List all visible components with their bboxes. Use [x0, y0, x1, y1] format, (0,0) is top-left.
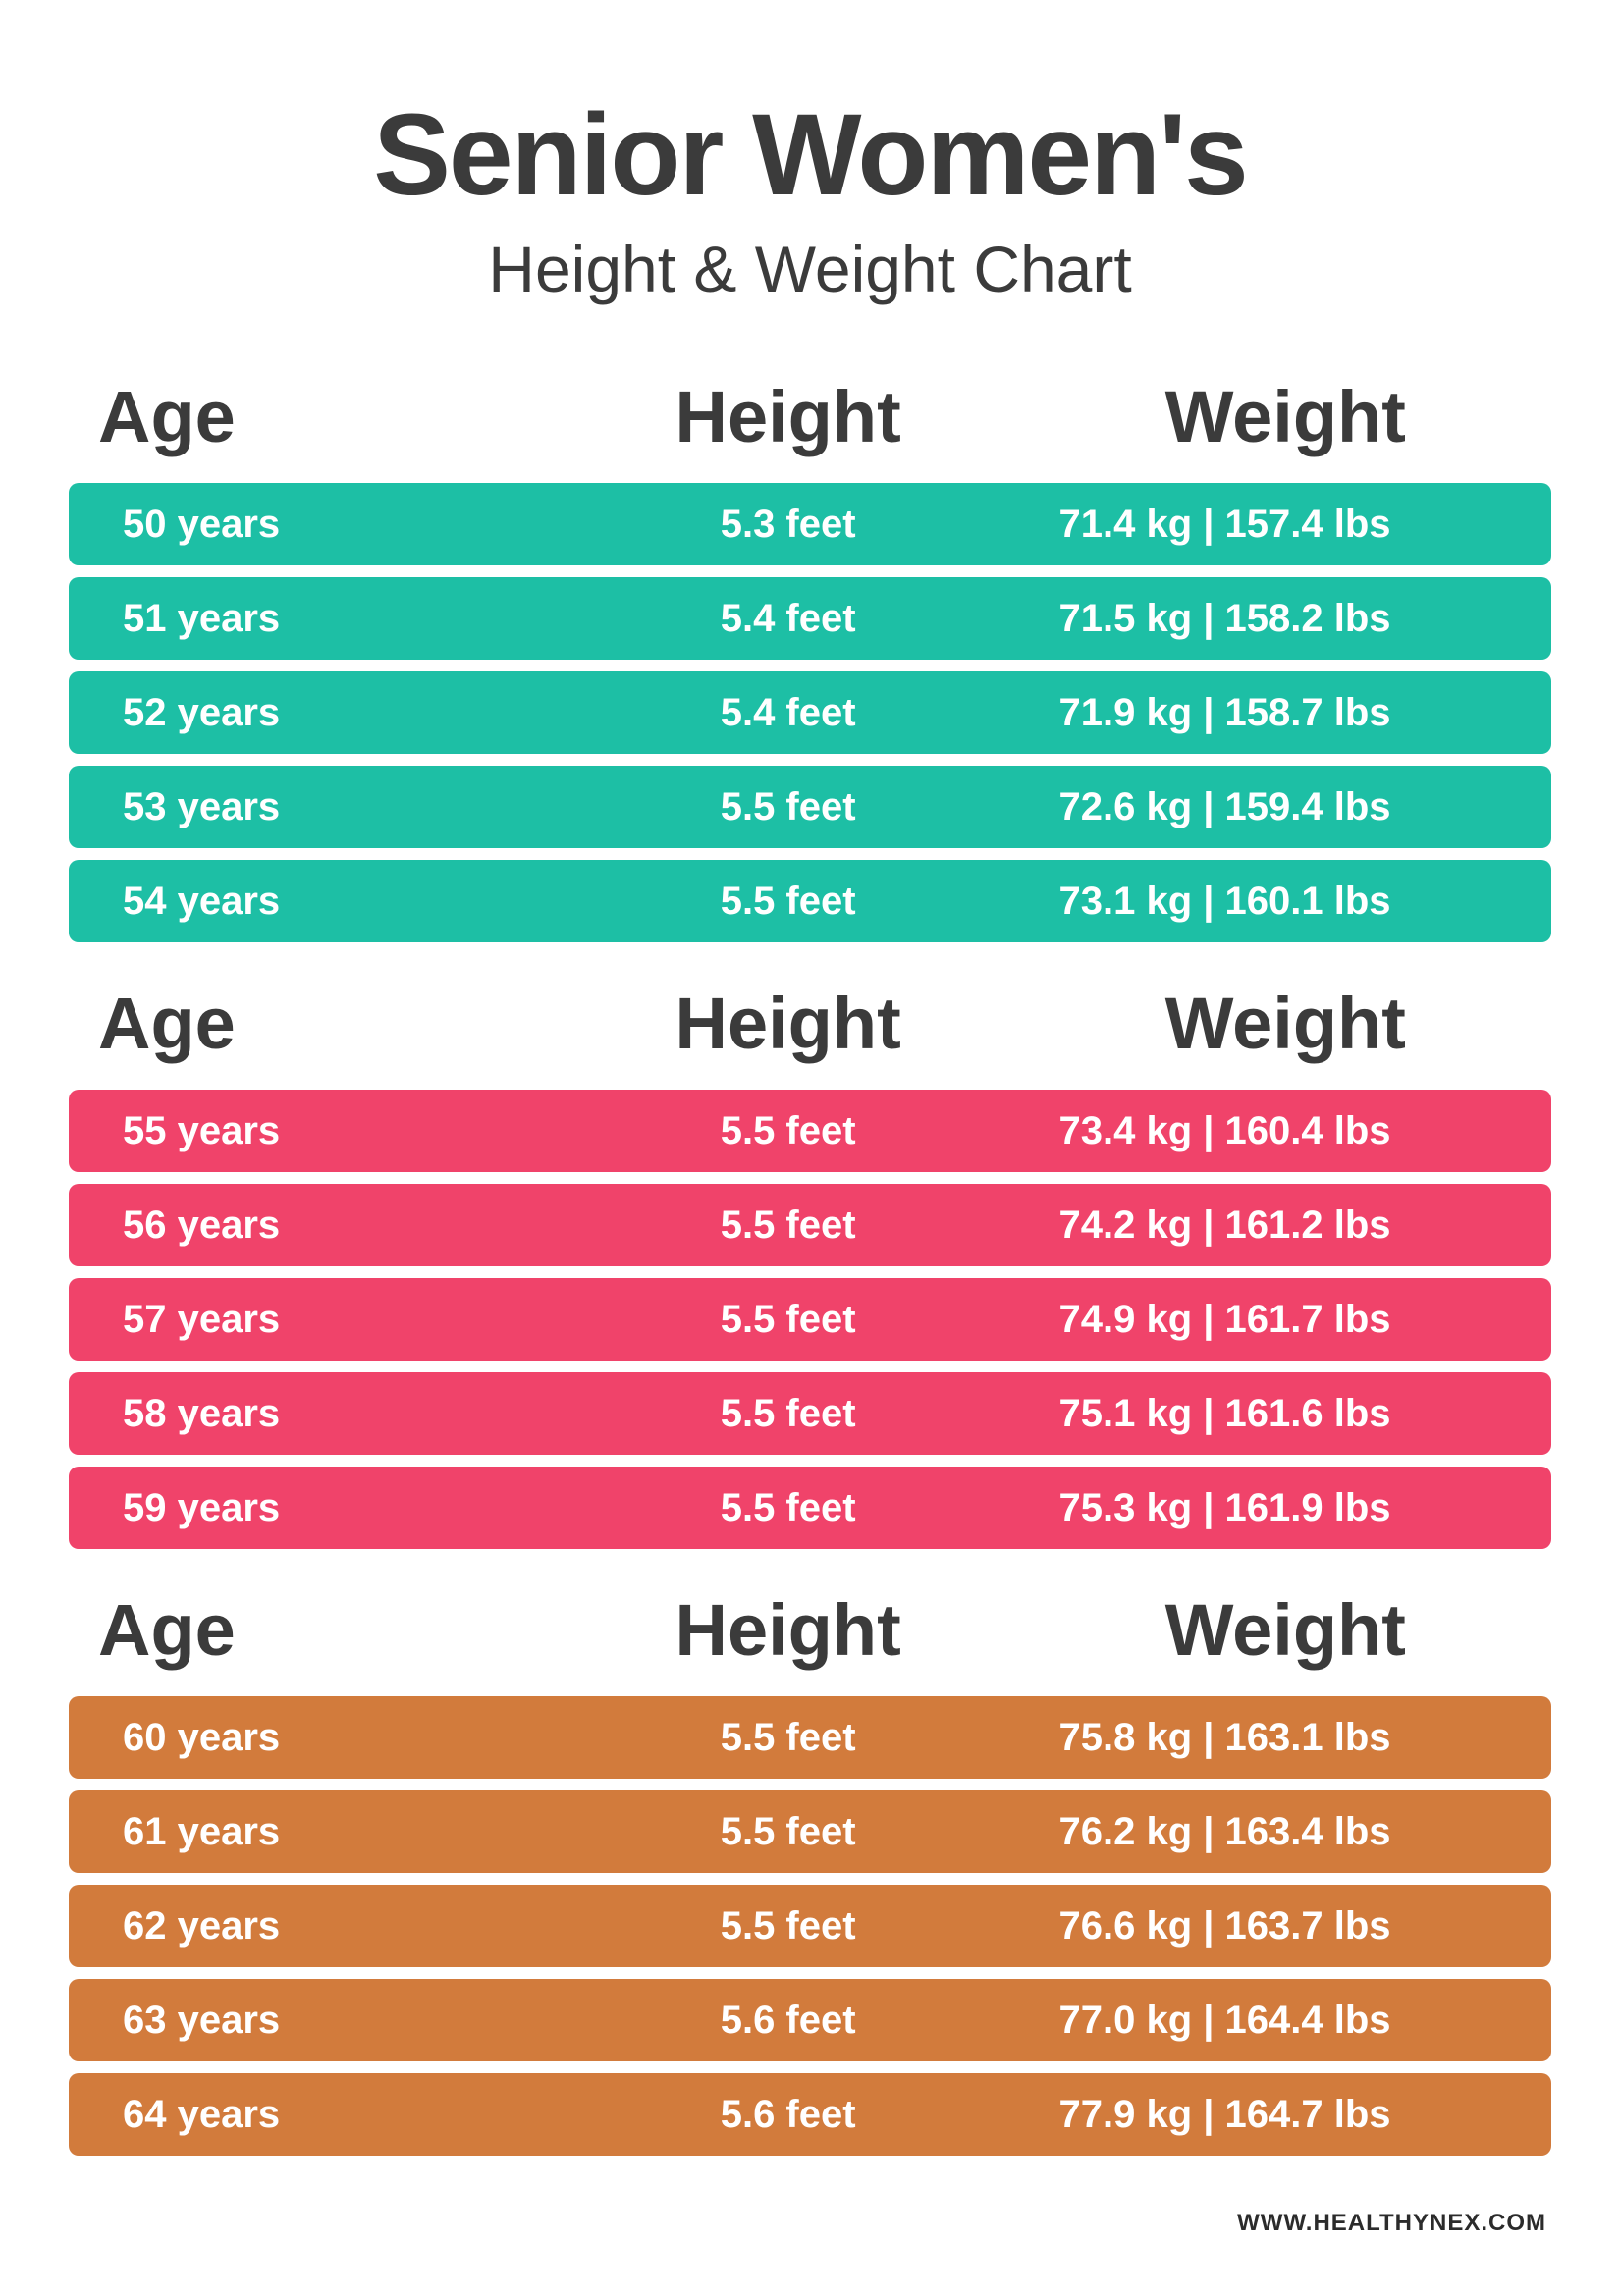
cell-height: 5.5 feet — [547, 1810, 1030, 1854]
cell-height: 5.5 feet — [547, 1716, 1030, 1760]
table-row: 57 years5.5 feet74.9 kg | 161.7 lbs — [69, 1278, 1551, 1361]
cell-weight: 71.4 kg | 157.4 lbs — [1029, 503, 1541, 547]
table-row: 59 years5.5 feet75.3 kg | 161.9 lbs — [69, 1467, 1551, 1549]
table-row: 56 years5.5 feet74.2 kg | 161.2 lbs — [69, 1184, 1551, 1266]
table-row: 64 years5.6 feet77.9 kg | 164.7 lbs — [69, 2073, 1551, 2156]
cell-age: 58 years — [79, 1392, 547, 1436]
cell-age: 60 years — [79, 1716, 547, 1760]
table-row: 55 years5.5 feet73.4 kg | 160.4 lbs — [69, 1090, 1551, 1172]
column-header-age: Age — [79, 1588, 547, 1672]
table-row: 54 years5.5 feet73.1 kg | 160.1 lbs — [69, 860, 1551, 942]
title-sub: Height & Weight Chart — [69, 232, 1551, 306]
cell-height: 5.5 feet — [547, 1298, 1030, 1342]
cell-weight: 73.4 kg | 160.4 lbs — [1029, 1109, 1541, 1153]
table-row: 62 years5.5 feet76.6 kg | 163.7 lbs — [69, 1885, 1551, 1967]
cell-height: 5.4 feet — [547, 691, 1030, 735]
column-header-height: Height — [547, 982, 1030, 1065]
cell-age: 55 years — [79, 1109, 547, 1153]
cell-age: 64 years — [79, 2093, 547, 2137]
title-main: Senior Women's — [69, 88, 1551, 222]
table-section: AgeHeightWeight60 years5.5 feet75.8 kg |… — [69, 1588, 1551, 2156]
column-header-age: Age — [79, 375, 547, 458]
cell-age: 53 years — [79, 785, 547, 829]
column-headers: AgeHeightWeight — [69, 375, 1551, 458]
table-row: 52 years5.4 feet71.9 kg | 158.7 lbs — [69, 671, 1551, 754]
cell-age: 57 years — [79, 1298, 547, 1342]
table-row: 50 years5.3 feet71.4 kg | 157.4 lbs — [69, 483, 1551, 565]
cell-weight: 77.0 kg | 164.4 lbs — [1029, 1999, 1541, 2043]
cell-height: 5.4 feet — [547, 597, 1030, 641]
cell-weight: 75.8 kg | 163.1 lbs — [1029, 1716, 1541, 1760]
cell-weight: 75.1 kg | 161.6 lbs — [1029, 1392, 1541, 1436]
table-section: AgeHeightWeight55 years5.5 feet73.4 kg |… — [69, 982, 1551, 1549]
cell-age: 59 years — [79, 1486, 547, 1530]
cell-weight: 74.9 kg | 161.7 lbs — [1029, 1298, 1541, 1342]
column-header-weight: Weight — [1029, 375, 1541, 458]
footer-source: WWW.HEALTHYNEX.COM — [1237, 2210, 1546, 2237]
cell-age: 63 years — [79, 1999, 547, 2043]
cell-age: 51 years — [79, 597, 547, 641]
cell-age: 62 years — [79, 1904, 547, 1949]
column-header-height: Height — [547, 375, 1030, 458]
cell-height: 5.5 feet — [547, 1109, 1030, 1153]
cell-height: 5.5 feet — [547, 1203, 1030, 1248]
cell-height: 5.5 feet — [547, 1392, 1030, 1436]
cell-age: 50 years — [79, 503, 547, 547]
cell-age: 54 years — [79, 880, 547, 924]
cell-weight: 73.1 kg | 160.1 lbs — [1029, 880, 1541, 924]
cell-height: 5.6 feet — [547, 1999, 1030, 2043]
column-header-weight: Weight — [1029, 982, 1541, 1065]
cell-age: 56 years — [79, 1203, 547, 1248]
table-section: AgeHeightWeight 50 years5.3 feet71.4 kg |… — [69, 375, 1551, 942]
column-header-weight: Weight — [1029, 1588, 1541, 1672]
column-header-height: Height — [547, 1588, 1030, 1672]
cell-height: 5.5 feet — [547, 880, 1030, 924]
cell-age: 52 years — [79, 691, 547, 735]
table-row: 58 years5.5 feet75.1 kg | 161.6 lbs — [69, 1372, 1551, 1455]
cell-weight: 76.2 kg | 163.4 lbs — [1029, 1810, 1541, 1854]
cell-height: 5.3 feet — [547, 503, 1030, 547]
cell-weight: 77.9 kg | 164.7 lbs — [1029, 2093, 1541, 2137]
cell-height: 5.6 feet — [547, 2093, 1030, 2137]
table-row: 53 years5.5 feet72.6 kg | 159.4 lbs — [69, 766, 1551, 848]
column-headers: AgeHeightWeight — [69, 1588, 1551, 1672]
table-row: 60 years5.5 feet75.8 kg | 163.1 lbs — [69, 1696, 1551, 1779]
column-header-age: Age — [79, 982, 547, 1065]
column-headers: AgeHeightWeight — [69, 982, 1551, 1065]
title-block: Senior Women's Height & Weight Chart — [69, 88, 1551, 306]
cell-weight: 76.6 kg | 163.7 lbs — [1029, 1904, 1541, 1949]
cell-weight: 72.6 kg | 159.4 lbs — [1029, 785, 1541, 829]
cell-height: 5.5 feet — [547, 1904, 1030, 1949]
table-row: 63 years5.6 feet77.0 kg | 164.4 lbs — [69, 1979, 1551, 2061]
cell-weight: 71.9 kg | 158.7 lbs — [1029, 691, 1541, 735]
cell-height: 5.5 feet — [547, 1486, 1030, 1530]
table-row: 51 years5.4 feet71.5 kg | 158.2 lbs — [69, 577, 1551, 660]
chart-body: AgeHeightWeight50 years5.3 feet71.4 kg |… — [69, 375, 1551, 2156]
cell-height: 5.5 feet — [547, 785, 1030, 829]
table-row: 61 years5.5 feet76.2 kg | 163.4 lbs — [69, 1790, 1551, 1873]
cell-weight: 71.5 kg | 158.2 lbs — [1029, 597, 1541, 641]
cell-age: 61 years — [79, 1810, 547, 1854]
cell-weight: 75.3 kg | 161.9 lbs — [1029, 1486, 1541, 1530]
cell-weight: 74.2 kg | 161.2 lbs — [1029, 1203, 1541, 1248]
